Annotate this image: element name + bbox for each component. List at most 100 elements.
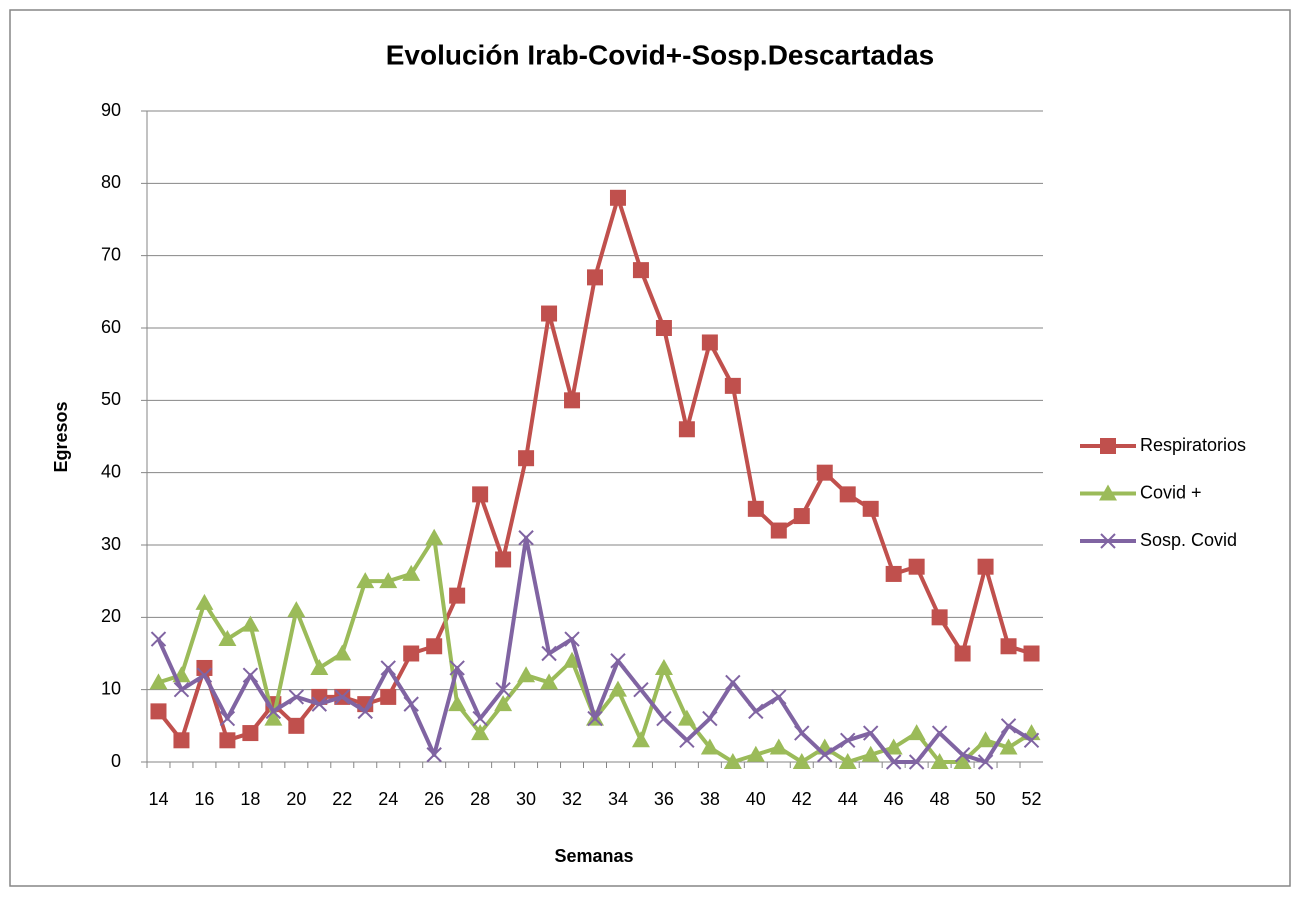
marker-triangle xyxy=(792,753,811,769)
marker-square xyxy=(977,558,994,575)
marker-x xyxy=(564,631,580,647)
marker-square xyxy=(495,551,512,568)
marker-square xyxy=(678,421,695,438)
marker-triangle xyxy=(310,658,329,675)
x-tick-label: 22 xyxy=(332,789,352,809)
y-tick-label: 0 xyxy=(111,751,121,771)
marker-x xyxy=(862,725,879,741)
marker-square xyxy=(839,486,856,503)
marker-square xyxy=(609,189,626,206)
marker-square xyxy=(793,508,810,525)
marker-square xyxy=(954,645,971,662)
marker-x xyxy=(1000,718,1017,734)
marker-triangle xyxy=(264,709,283,726)
marker-x xyxy=(449,660,465,676)
x-tick-label: 18 xyxy=(240,789,260,809)
marker-triangle xyxy=(907,724,926,741)
marker-square xyxy=(150,703,167,720)
y-tick-label: 90 xyxy=(101,100,121,120)
marker-x xyxy=(656,710,672,727)
marker-x xyxy=(196,667,213,683)
marker-x xyxy=(679,732,695,749)
marker-x xyxy=(587,710,603,727)
marker-square xyxy=(587,269,603,286)
x-tick-label: 16 xyxy=(194,789,214,809)
marker-square xyxy=(1000,638,1017,655)
marker-square xyxy=(632,262,649,279)
marker-x xyxy=(771,689,787,705)
y-axis-label: Egresos xyxy=(51,401,71,472)
x-tick-label: 30 xyxy=(516,789,536,809)
marker-square xyxy=(770,522,787,539)
x-tick-label: 14 xyxy=(148,789,168,809)
marker-x xyxy=(908,754,925,770)
legend-marker xyxy=(1100,533,1116,549)
marker-x xyxy=(242,667,259,683)
marker-x xyxy=(173,681,190,698)
marker-x xyxy=(380,660,396,676)
marker-square xyxy=(219,732,236,749)
marker-triangle xyxy=(149,673,168,690)
x-tick-label: 38 xyxy=(700,789,720,809)
marker-triangle xyxy=(471,724,490,741)
marker-square xyxy=(862,500,879,517)
marker-x xyxy=(265,703,282,720)
marker-square xyxy=(816,464,833,481)
x-tick-label: 24 xyxy=(378,789,398,809)
marker-triangle xyxy=(723,753,742,769)
x-tick-label: 48 xyxy=(930,789,950,809)
marker-triangle xyxy=(884,738,903,755)
y-tick-label: 70 xyxy=(101,244,121,264)
marker-x xyxy=(794,725,810,741)
marker-triangle xyxy=(631,731,650,748)
marker-triangle xyxy=(494,695,513,712)
legend-label: Covid + xyxy=(1140,482,1202,502)
marker-triangle xyxy=(448,695,467,712)
marker-x xyxy=(495,681,511,698)
marker-triangle xyxy=(769,738,788,755)
marker-x xyxy=(311,696,328,712)
marker-x xyxy=(403,696,419,712)
marker-triangle xyxy=(402,564,421,581)
x-tick-label: 46 xyxy=(884,789,904,809)
y-tick-label: 80 xyxy=(101,172,121,192)
y-tick-label: 30 xyxy=(101,534,121,554)
marker-x xyxy=(426,747,442,763)
marker-square xyxy=(403,645,420,662)
marker-square xyxy=(931,609,948,626)
marker-triangle xyxy=(425,528,444,545)
marker-square xyxy=(426,638,443,655)
marker-x xyxy=(219,710,236,727)
x-tick-label: 44 xyxy=(838,789,858,809)
marker-triangle xyxy=(746,745,765,762)
x-tick-label: 42 xyxy=(792,789,812,809)
marker-triangle xyxy=(838,753,857,769)
marker-square xyxy=(242,725,259,742)
marker-x xyxy=(817,747,833,763)
legend-marker xyxy=(1100,438,1116,454)
marker-triangle xyxy=(953,753,972,769)
marker-triangle xyxy=(861,745,880,762)
marker-square xyxy=(908,558,925,575)
y-tick-label: 20 xyxy=(101,606,121,626)
marker-x xyxy=(288,689,305,705)
marker-square xyxy=(380,688,397,705)
y-tick-label: 50 xyxy=(101,389,121,409)
x-tick-label: 28 xyxy=(470,789,490,809)
x-tick-label: 32 xyxy=(562,789,582,809)
marker-x xyxy=(357,703,373,720)
x-tick-label: 26 xyxy=(424,789,444,809)
legend-label: Sosp. Covid xyxy=(1140,530,1237,550)
x-tick-label: 34 xyxy=(608,789,628,809)
chart-title: Evolución Irab-Covid+-Sosp.Descartadas xyxy=(386,39,935,70)
marker-x xyxy=(748,703,764,720)
marker-square xyxy=(288,717,305,734)
marker-x xyxy=(472,710,488,727)
marker-square xyxy=(449,587,466,604)
marker-x xyxy=(334,689,350,705)
marker-x xyxy=(885,754,902,770)
marker-x xyxy=(840,732,856,749)
marker-x xyxy=(518,530,534,546)
marker-x xyxy=(931,725,948,741)
y-tick-label: 60 xyxy=(101,317,121,337)
